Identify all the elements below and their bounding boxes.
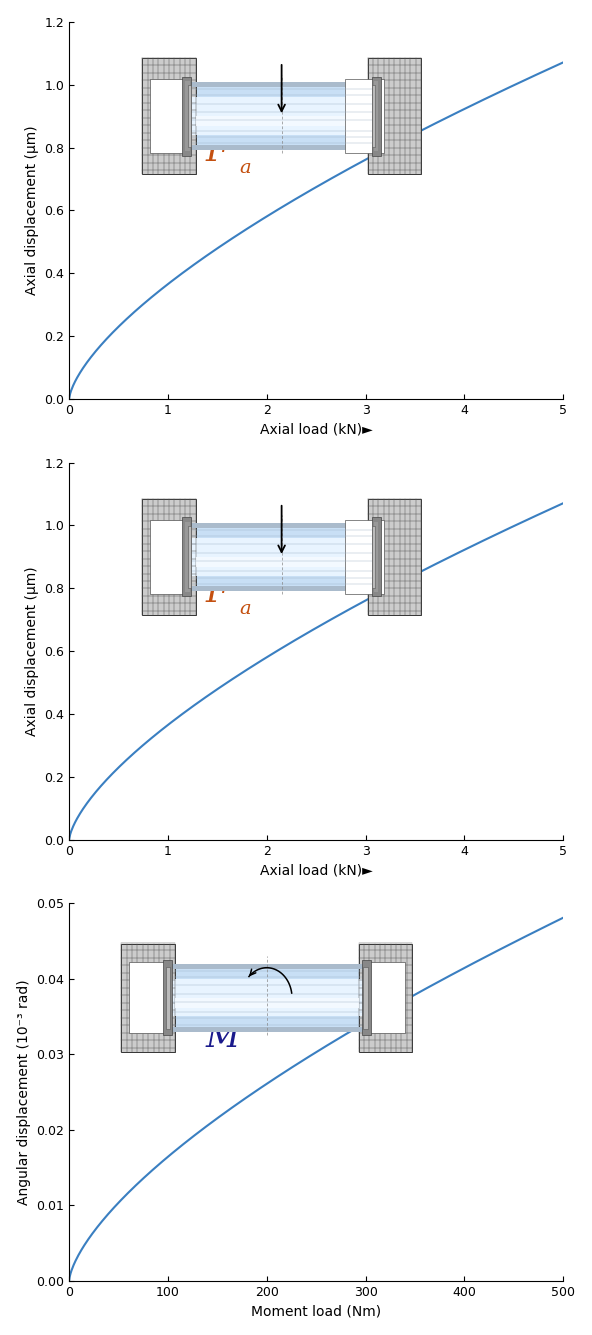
Text: a: a — [240, 159, 251, 176]
X-axis label: Moment load (Nm): Moment load (Nm) — [251, 1304, 381, 1319]
Y-axis label: Axial displacement (μm): Axial displacement (μm) — [25, 566, 38, 736]
Y-axis label: Angular displacement (10⁻³ rad): Angular displacement (10⁻³ rad) — [17, 980, 31, 1206]
Y-axis label: Axial displacement (μm): Axial displacement (μm) — [25, 125, 38, 295]
Text: F: F — [205, 577, 228, 609]
Text: a: a — [240, 599, 251, 618]
Text: F: F — [205, 136, 228, 168]
X-axis label: Axial load (kN)►: Axial load (kN)► — [260, 864, 372, 877]
Text: M: M — [205, 1021, 239, 1053]
X-axis label: Axial load (kN)►: Axial load (kN)► — [260, 423, 372, 437]
